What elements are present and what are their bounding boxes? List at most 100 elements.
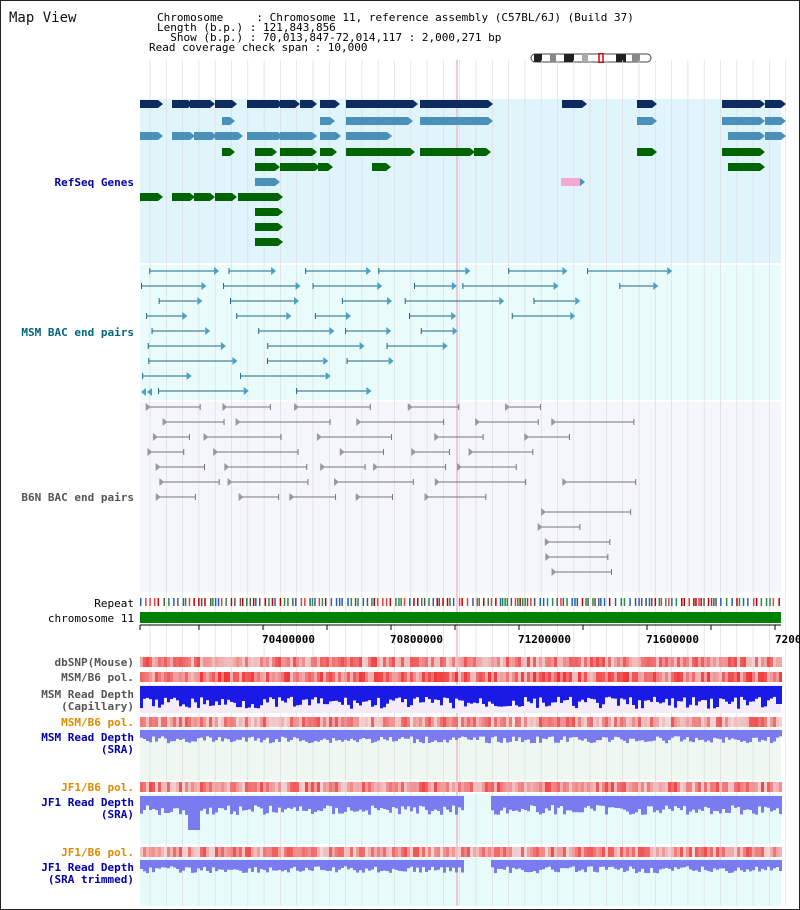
read-depth-bar [752,860,755,871]
read-depth-bar [323,686,326,705]
polymorphism-cell [539,847,542,857]
read-depth-bar [545,796,548,809]
polymorphism-cell [176,717,179,727]
bac-end-marker [294,403,300,411]
polymorphism-cell [623,672,626,682]
polymorphism-cell [305,782,308,792]
polymorphism-cell [323,847,326,857]
read-depth-bar [305,796,308,811]
read-depth-bar [653,730,656,741]
polymorphism-cell [284,782,287,792]
read-depth-bar [707,860,710,872]
msm-read-depth-capillary-label[interactable]: MSM Read Depth [41,688,134,701]
polymorphism-cell [623,657,626,667]
jf1-b6-pol-label[interactable]: JF1/B6 pol. [61,781,134,794]
polymorphism-cell [716,717,719,727]
polymorphism-cell [650,717,653,727]
read-depth-bar [713,686,716,709]
polymorphism-cell [392,847,395,857]
msm-read-depth-sra-label[interactable]: MSM Read Depth [41,731,134,744]
gene-strand-marker [230,148,235,156]
repeat-element [519,598,521,606]
bac-end-marker [186,372,192,380]
polymorphism-cell [596,782,599,792]
read-depth-bar [749,686,752,702]
b6n-bac-label[interactable]: B6N BAC end pairs [21,491,134,504]
polymorphism-cell [509,717,512,727]
polymorphism-cell [650,657,653,667]
polymorphism-cell [728,657,731,667]
read-depth-bar [626,860,629,871]
read-depth-bar [491,860,494,868]
msm-b6-pol-label[interactable]: MSM/B6 pol. [61,671,134,684]
polymorphism-cell [533,672,536,682]
polymorphism-cell [245,782,248,792]
polymorphism-cell [227,847,230,857]
polymorphism-cell [557,657,560,667]
polymorphism-cell [149,657,152,667]
read-depth-bar [317,730,320,742]
repeat-element [246,598,248,606]
polymorphism-cell [194,657,197,667]
read-depth-bar [152,860,155,873]
chromosome-ideogram[interactable] [530,53,652,63]
read-depth-bar [518,860,521,869]
read-depth-bar [407,730,410,739]
polymorphism-cell [524,782,527,792]
polymorphism-cell [512,717,515,727]
dbsnp-label[interactable]: dbSNP(Mouse) [54,656,134,669]
read-depth-bar [680,860,683,868]
jf1-read-depth-sra-label[interactable]: JF1 Read Depth [41,796,134,809]
read-depth-bar [755,860,758,867]
read-depth-bar [623,686,626,700]
polymorphism-cell [599,847,602,857]
read-depth-bar [590,860,593,867]
polymorphism-cell [170,672,173,682]
polymorphism-cell [689,672,692,682]
bac-end-marker [551,568,557,576]
polymorphism-cell [578,717,581,727]
read-depth-bar [344,860,347,867]
polymorphism-cell [602,717,605,727]
polymorphism-cell [266,672,269,682]
refseq-genes-label[interactable]: RefSeq Genes [54,176,134,189]
polymorphism-cell [482,672,485,682]
jf1-b6-pol-2-label[interactable]: JF1/B6 pol. [61,846,134,859]
polymorphism-cell [716,657,719,667]
polymorphism-cell [569,717,572,727]
polymorphism-cell [665,782,668,792]
read-depth-bar [212,860,215,868]
gene-feature [420,117,488,125]
read-depth-bar [701,730,704,740]
read-depth-bar [593,686,596,700]
polymorphism-cell [203,847,206,857]
polymorphism-cell [335,782,338,792]
msm-b6-pol-2-label[interactable]: MSM/B6 pol. [61,716,134,729]
read-depth-bar [551,860,554,870]
read-depth-bar [239,686,242,708]
read-depth-bar [155,686,158,700]
polymorphism-cell [206,672,209,682]
polymorphism-cell [545,847,548,857]
bac-end-marker [222,403,228,411]
polymorphism-cell [680,782,683,792]
read-depth-bar [770,860,773,871]
read-depth-bar [407,686,410,707]
repeat-element [668,598,670,606]
polymorphism-cell [395,782,398,792]
polymorphism-cell [542,717,545,727]
polymorphism-cell [671,717,674,727]
bac-end-marker [411,448,417,456]
read-depth-bar [491,686,494,704]
jf1-read-depth-trimmed-label[interactable]: JF1 Read Depth [41,861,134,874]
repeat-element [472,598,474,606]
polymorphism-cell [203,657,206,667]
polymorphism-cell [425,717,428,727]
bac-end-marker [235,418,241,426]
polymorphism-cell [368,717,371,727]
polymorphism-cell [203,672,206,682]
msm-bac-label[interactable]: MSM BAC end pairs [21,326,134,339]
polymorphism-cell [668,782,671,792]
read-depth-bar [695,730,698,738]
read-depth-bar [263,730,266,740]
